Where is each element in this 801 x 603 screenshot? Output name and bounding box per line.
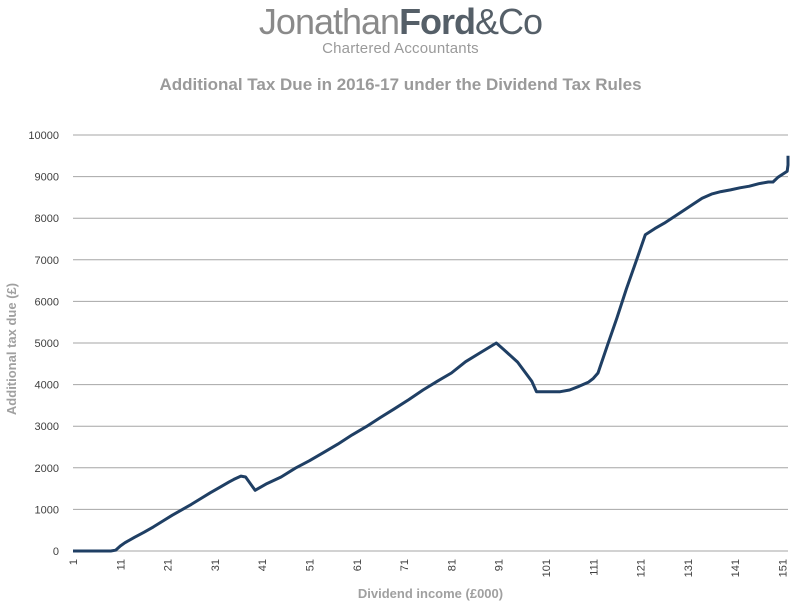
logo-wordmark: JonathanFord&Co (0, 2, 801, 42)
y-axis-ticks: 0 1000 2000 3000 4000 5000 6000 7000 8000 9000 100… (28, 130, 59, 558)
x-tick-label: 151 (778, 559, 790, 577)
x-tick-label: 11 (115, 559, 127, 570)
x-tick-label: 41 (257, 559, 269, 571)
x-tick-label: 51 (305, 559, 317, 571)
x-axis-label: Dividend income (£000) (358, 586, 503, 601)
y-tick-label: 1000 (35, 504, 59, 516)
y-tick-label: 2000 (35, 463, 59, 475)
y-tick-label: 10000 (28, 130, 59, 142)
x-tick-label: 71 (399, 559, 411, 571)
x-tick-label: 101 (541, 559, 553, 577)
y-tick-label: 9000 (35, 172, 59, 184)
x-tick-label: 31 (210, 559, 222, 571)
x-tick-label: 61 (352, 559, 364, 571)
x-tick-label: 131 (683, 559, 695, 577)
series-line (73, 155, 790, 553)
x-tick-label: 1 (68, 559, 80, 565)
y-tick-label: 3000 (35, 421, 59, 433)
y-tick-label: 6000 (35, 296, 59, 308)
logo-part-jonathan: Jonathan (258, 1, 400, 42)
y-tick-label: 7000 (35, 255, 59, 267)
logo-subtitle: Chartered Accountants (322, 40, 479, 57)
logo-part-ford: Ford (399, 1, 476, 42)
x-tick-label: 21 (163, 559, 175, 571)
x-tick-label: 91 (494, 559, 506, 571)
x-tick-label: 121 (636, 559, 648, 577)
x-tick-label: 81 (446, 559, 458, 571)
company-logo: JonathanFord&Co Chartered Accountants (0, 2, 801, 58)
y-tick-label: 4000 (35, 380, 59, 392)
x-tick-label: 111 (588, 559, 600, 576)
y-axis-label: Additional tax due (£) (4, 283, 19, 415)
x-tick-label: 141 (730, 559, 742, 577)
y-tick-label: 0 (53, 546, 59, 558)
x-axis-ticks: 1 11 21 31 41 51 61 71 81 91 101 111 121 131 141 151 (68, 559, 790, 577)
logo-part-co: &Co (475, 1, 543, 42)
chart-title: Additional Tax Due in 2016-17 under the … (159, 75, 642, 94)
y-tick-label: 5000 (35, 338, 59, 350)
y-tick-label: 8000 (35, 213, 59, 225)
chart-gridlines (73, 134, 788, 510)
